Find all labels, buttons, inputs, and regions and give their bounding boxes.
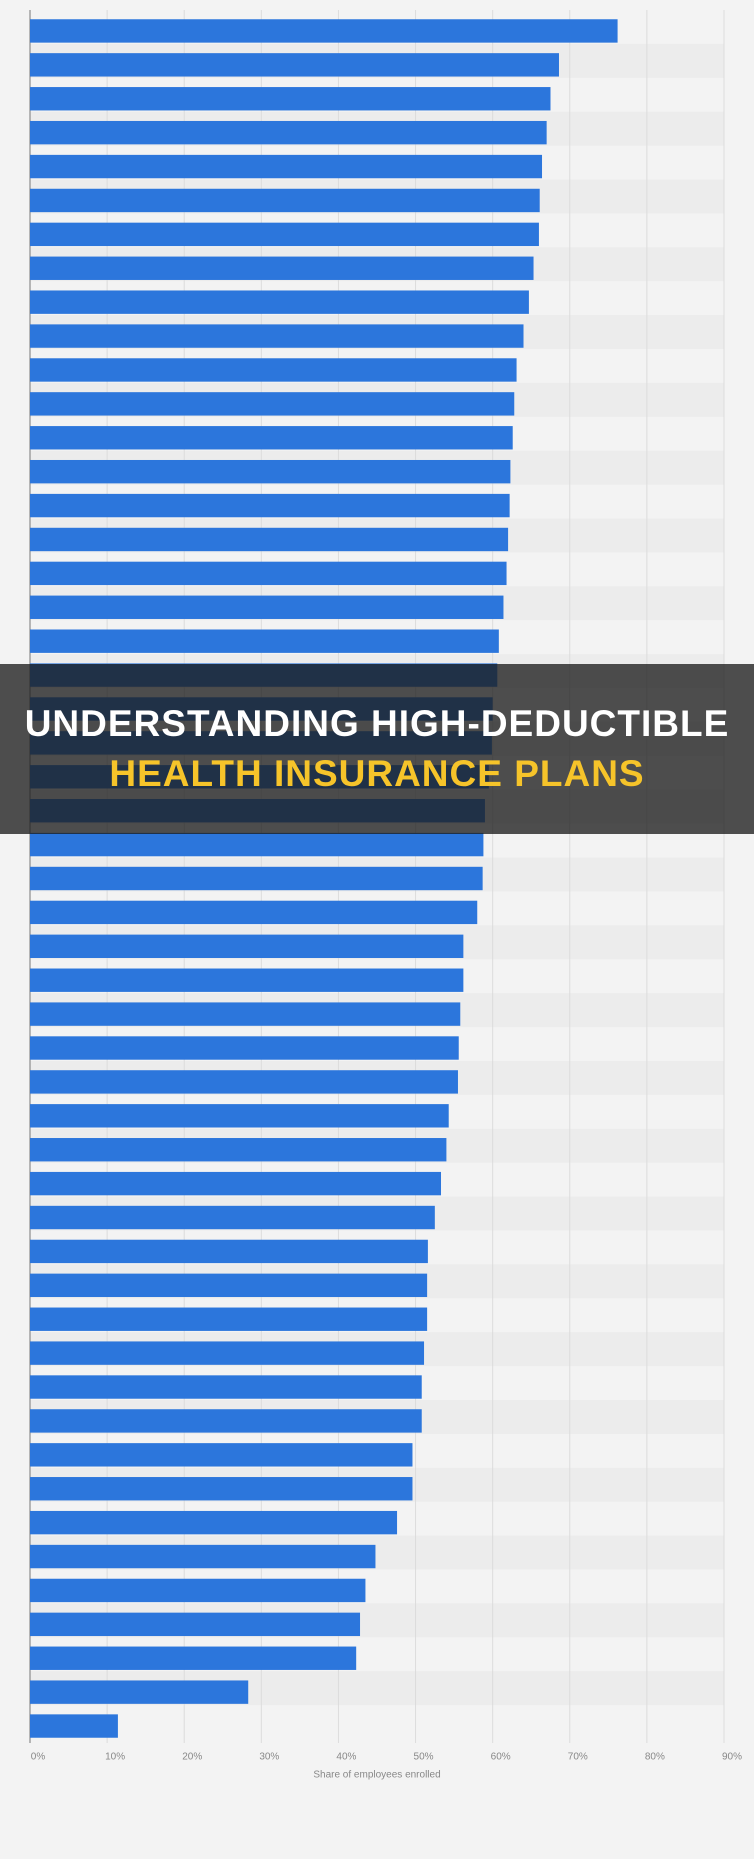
bar — [30, 392, 515, 416]
bar — [30, 426, 513, 450]
x-tick-label: 10% — [105, 1752, 125, 1763]
x-tick-label: 20% — [182, 1752, 202, 1763]
x-tick-label: 70% — [568, 1752, 588, 1763]
bar — [30, 256, 534, 280]
banner-title-line2: HEALTH INSURANCE PLANS — [109, 753, 644, 794]
bar — [30, 595, 504, 619]
bar — [30, 53, 559, 77]
bar — [30, 1409, 422, 1433]
x-axis-title: Share of employees enrolled — [313, 1770, 440, 1781]
bar — [30, 1104, 449, 1128]
title-banner — [0, 664, 754, 834]
bar — [30, 1646, 357, 1670]
bar — [30, 222, 539, 247]
bar — [30, 1510, 398, 1535]
bar — [30, 358, 517, 382]
x-tick-label: 30% — [259, 1752, 279, 1763]
bar — [30, 1612, 361, 1637]
bar — [30, 154, 543, 179]
plot-area: 0% 10% 20% 30% 40% 50% 60% 70% 80% 90% — [29, 10, 742, 1763]
x-tick-label: 50% — [414, 1752, 434, 1763]
bar — [30, 1036, 459, 1060]
x-tick-label: 40% — [336, 1752, 356, 1763]
bar — [30, 1307, 428, 1331]
bar — [30, 324, 524, 348]
bar — [30, 1070, 458, 1094]
x-tick-label: 90% — [722, 1752, 742, 1763]
bar — [30, 1138, 447, 1162]
bar — [30, 1680, 249, 1704]
bar — [30, 87, 551, 111]
bar — [30, 527, 509, 552]
x-tick-label: 80% — [645, 1752, 665, 1763]
bar — [30, 629, 499, 653]
bar — [30, 1443, 413, 1467]
banner-title-line1: UNDERSTANDING HIGH-DEDUCTIBLE — [25, 703, 730, 744]
bar — [30, 1544, 376, 1569]
bar — [30, 1205, 435, 1230]
bar — [30, 1273, 428, 1298]
bar — [30, 968, 464, 992]
bar — [30, 1375, 422, 1399]
bar — [30, 290, 529, 314]
x-tick-label: 0% — [31, 1752, 46, 1763]
bar — [30, 832, 484, 857]
bar — [30, 866, 483, 891]
bar — [30, 459, 511, 484]
bar — [30, 188, 540, 213]
bar — [30, 1714, 118, 1738]
bar — [30, 493, 510, 518]
bar — [30, 1477, 413, 1501]
bar — [30, 19, 618, 43]
bar — [30, 1002, 461, 1026]
bar — [30, 120, 547, 145]
bar — [30, 1578, 366, 1603]
bar — [30, 561, 507, 586]
bar — [30, 1341, 425, 1365]
bar — [30, 1171, 442, 1196]
bar — [30, 900, 478, 925]
bar — [30, 1239, 428, 1264]
x-tick-label: 60% — [491, 1752, 511, 1763]
bar — [30, 934, 464, 959]
